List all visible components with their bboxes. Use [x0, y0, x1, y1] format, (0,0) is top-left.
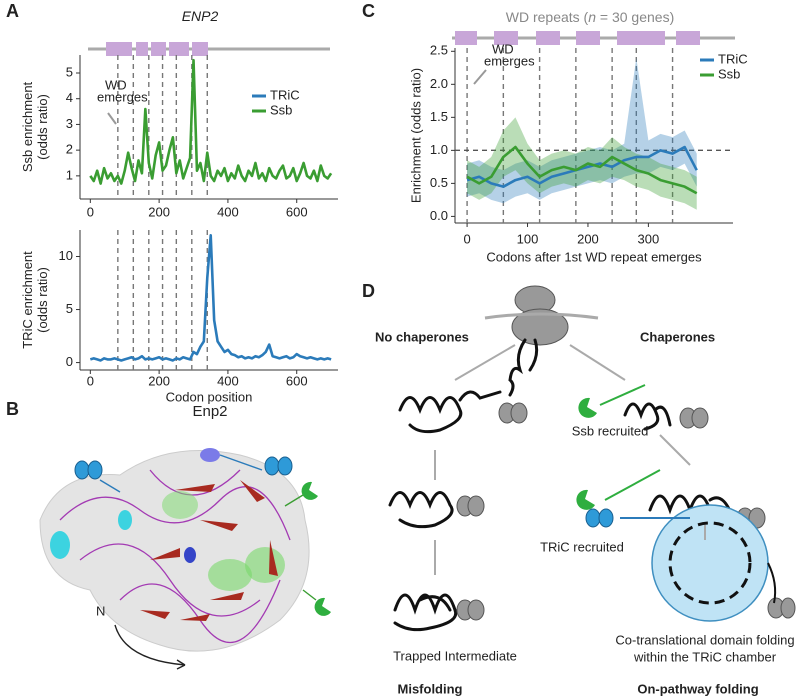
y-tick-label: 10 [59, 248, 73, 263]
x-axis-label: Codons after 1st WD repeat emerges [486, 249, 702, 264]
title-part: n [588, 9, 596, 25]
y-axis-label: Enrichment (odds ratio) [408, 68, 423, 203]
x-tick-label: 0 [463, 231, 470, 246]
tric-chamber [651, 504, 777, 622]
data-line [89, 234, 332, 362]
legend-label: TRiC [718, 51, 748, 66]
y-axis-label: (odds ratio) [35, 94, 50, 160]
ssb-icon [576, 397, 597, 510]
x-tick-label: 0 [87, 204, 94, 219]
confidence-band [467, 117, 697, 210]
pathway-step: TRiC recruited [540, 539, 624, 554]
x-tick-label: 600 [286, 204, 308, 219]
confidence-band [467, 57, 697, 204]
y-tick-label: 5 [66, 64, 73, 79]
wd-bar [88, 42, 330, 56]
x-axis-label: Codon position [166, 389, 253, 404]
y-tick-label: 0 [66, 354, 73, 369]
y-tick-label: 1.0 [430, 142, 448, 157]
title-part: ENP2 [182, 8, 219, 24]
pathway-step: Trapped Intermediate [393, 648, 517, 663]
y-tick-label: 4 [66, 90, 73, 105]
pathway-step: within the TRiC chamber [633, 649, 777, 664]
x-tick-label: 200 [577, 231, 599, 246]
annotation: WD [105, 77, 127, 92]
data-line [466, 145, 698, 195]
legend-label: Ssb [270, 102, 292, 117]
y-axis-label: TRiC enrichment [20, 251, 35, 349]
terminus-label: N [96, 603, 105, 618]
y-axis-label: Ssb enrichment [20, 81, 35, 172]
x-tick-label: 400 [217, 373, 239, 388]
pathway-step: Co-translational domain folding [615, 632, 794, 647]
y-tick-label: 2.0 [430, 76, 448, 91]
pathway-outcome: Misfolding [398, 681, 463, 696]
annotation-arrow [473, 69, 487, 85]
chart-title: WD repeats (n = 30 genes) [506, 9, 675, 25]
x-tick-label: 400 [217, 204, 239, 219]
x-tick-label: 100 [517, 231, 539, 246]
ssb-icon [301, 481, 331, 616]
pathway-heading: Chaperones [640, 329, 715, 344]
protein-structure [39, 448, 310, 652]
annotation: emerges [484, 53, 535, 68]
title-part: WD repeats ( [506, 9, 589, 25]
annotation-arrow [107, 112, 117, 125]
y-axis-label: (odds ratio) [35, 267, 50, 333]
title-part: = 30 genes) [596, 9, 674, 25]
annotation: WD [492, 41, 514, 56]
panel-label: B [6, 399, 19, 419]
tric-icon [74, 456, 293, 480]
pathway-step: Ssb recruited [572, 423, 649, 438]
annotation: emerges [97, 89, 148, 104]
legend-label: TRiC [270, 87, 300, 102]
y-tick-label: 1 [66, 167, 73, 182]
pathway-heading: No chaperones [375, 329, 469, 344]
tric-icon [585, 508, 614, 528]
legend-label: Ssb [718, 66, 740, 81]
ribosome [484, 285, 599, 346]
x-tick-label: 200 [148, 373, 170, 388]
y-tick-label: 0.5 [430, 175, 448, 190]
x-tick-label: 600 [286, 373, 308, 388]
y-tick-label: 1.5 [430, 109, 448, 124]
y-tick-label: 2 [66, 142, 73, 157]
wd-bar [452, 31, 735, 45]
data-line [466, 145, 698, 188]
chart-title: ENP2 [182, 8, 219, 24]
panel-label: C [362, 1, 375, 21]
pointer-arrows [99, 454, 317, 670]
y-tick-label: 0.0 [430, 208, 448, 223]
y-tick-label: 3 [66, 116, 73, 131]
pathway-arrows [434, 344, 706, 575]
data-line [89, 58, 333, 185]
structure-title: Enp2 [192, 403, 227, 420]
panel-label: D [362, 281, 375, 301]
x-tick-label: 0 [87, 373, 94, 388]
y-tick-label: 5 [66, 301, 73, 316]
x-tick-label: 200 [148, 204, 170, 219]
y-tick-label: 2.5 [430, 43, 448, 58]
pathway-outcome: On-pathway folding [637, 681, 758, 696]
x-tick-label: 300 [638, 231, 660, 246]
panel-label: A [6, 1, 19, 21]
